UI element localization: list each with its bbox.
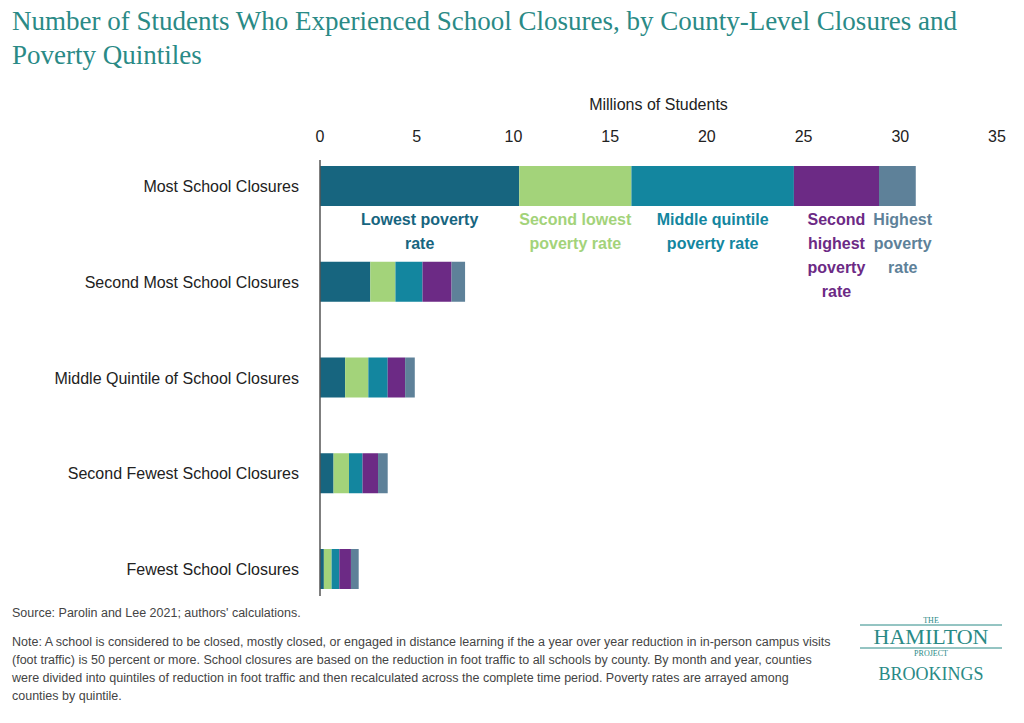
bar-segment <box>423 262 452 302</box>
bar-segment <box>324 549 332 589</box>
legend-label: Lowest povertyrate <box>361 211 478 252</box>
tick-label: 10 <box>505 128 523 145</box>
legend-label: Second lowestpoverty rate <box>519 211 632 252</box>
tick-label: 25 <box>795 128 813 145</box>
tick-label: 30 <box>891 128 909 145</box>
legend-label: Highestpovertyrate <box>873 211 932 276</box>
bar-segment <box>388 358 405 398</box>
bar-segment <box>320 166 519 206</box>
tick-label: 15 <box>601 128 619 145</box>
bar-segment <box>320 262 370 302</box>
tick-label: 0 <box>316 128 325 145</box>
footnote: Note: A school is considered to be close… <box>12 633 838 705</box>
bar-segment <box>320 453 334 493</box>
bar-segment <box>452 262 466 302</box>
chart-title: Number of Students Who Experienced Schoo… <box>12 4 1012 72</box>
bars <box>320 166 916 589</box>
category-label: Fewest School Closures <box>126 561 299 578</box>
axis-label: Millions of Students <box>589 96 728 113</box>
logo-text: HAMILTON <box>874 624 989 649</box>
bar-segment <box>370 262 395 302</box>
bar-segment <box>349 453 363 493</box>
tick-label: 5 <box>412 128 421 145</box>
logo-text: BROOKINGS <box>878 664 983 684</box>
bar-segment <box>320 358 345 398</box>
category-label: Middle Quintile of School Closures <box>54 370 299 387</box>
chart-canvas: Millions of Students 0 5 10 15 20 25 30 35 Most S… <box>0 0 1024 723</box>
bar-segment <box>363 453 378 493</box>
category-label: Second Most School Closures <box>85 274 299 291</box>
legend-label: Secondhighestpovertyrate <box>808 211 866 300</box>
bar-segment <box>368 358 387 398</box>
bar-segment <box>794 166 879 206</box>
bar-segment <box>351 549 359 589</box>
bar-segment <box>334 453 349 493</box>
tick-label: 20 <box>698 128 716 145</box>
axis-line <box>319 160 321 596</box>
logo: THEHAMILTONPROJECTBROOKINGS <box>860 616 1002 684</box>
bar-segment <box>405 358 415 398</box>
bar-segment <box>332 549 340 589</box>
tick-label: 35 <box>988 128 1006 145</box>
category-label: Most School Closures <box>143 178 299 195</box>
bar-segment <box>378 453 388 493</box>
bar-segment <box>395 262 422 302</box>
bar-segment <box>519 166 631 206</box>
bar-segment <box>345 358 368 398</box>
source-note: Source: Parolin and Lee 2021; authors' c… <box>12 606 832 620</box>
bar-segment <box>631 166 793 206</box>
category-label: Second Fewest School Closures <box>68 465 299 482</box>
logo-text: PROJECT <box>914 649 948 658</box>
legend-label: Middle quintilepoverty rate <box>657 211 769 252</box>
bar-segment <box>879 166 916 206</box>
bar-segment <box>339 549 351 589</box>
